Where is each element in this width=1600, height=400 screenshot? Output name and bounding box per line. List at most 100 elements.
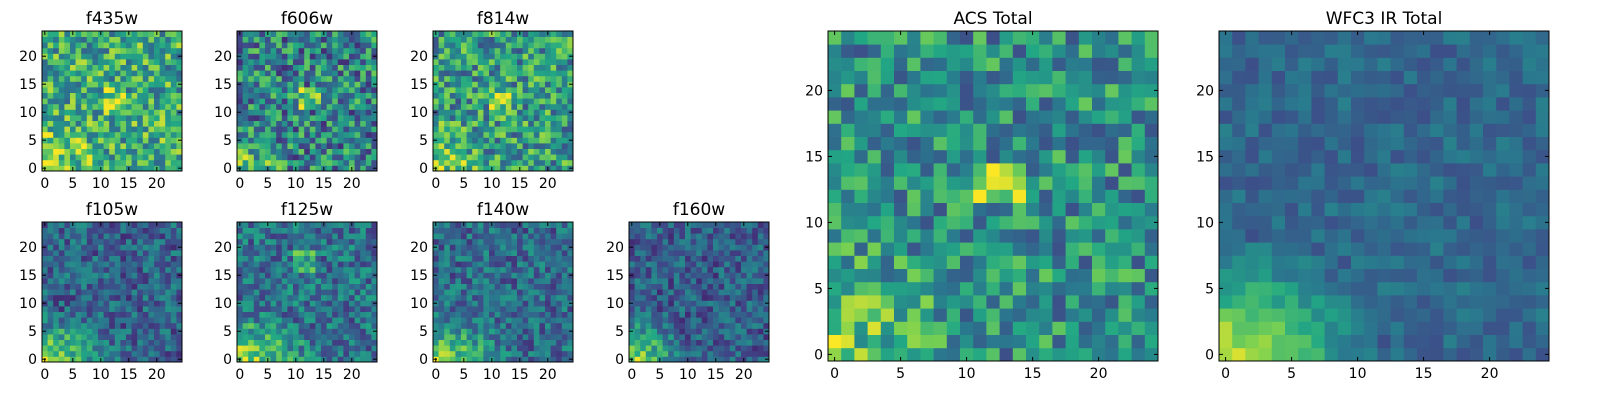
heatmap-cell	[668, 322, 675, 329]
heatmap-cell	[567, 266, 574, 273]
heatmap-cell	[724, 300, 731, 307]
heatmap-cell	[561, 294, 568, 301]
heatmap-cell	[973, 163, 987, 177]
heatmap-cell	[444, 131, 451, 138]
heatmap-cell	[137, 53, 144, 60]
heatmap-cell	[170, 250, 177, 256]
heatmap-cell	[567, 255, 574, 262]
heatmap-cell	[455, 356, 462, 363]
heatmap-cell	[237, 64, 243, 71]
heatmap-cell	[237, 42, 243, 49]
heatmap-cell	[360, 317, 367, 324]
heatmap-cell	[337, 70, 344, 77]
heatmap-cell	[259, 143, 266, 149]
heatmap-cell	[287, 59, 294, 65]
heatmap-cell	[354, 59, 361, 65]
heatmap-cell	[545, 126, 551, 133]
heatmap-cell	[64, 222, 71, 228]
heatmap-cell	[120, 53, 127, 60]
heatmap-cell	[1026, 229, 1040, 243]
heatmap-cell	[545, 289, 551, 296]
heatmap-cell	[137, 339, 144, 346]
heatmap-cell	[724, 317, 731, 324]
heatmap-cell	[657, 311, 663, 318]
heatmap-cell	[494, 244, 501, 251]
heatmap-cell	[746, 339, 753, 346]
heatmap-cell	[662, 289, 669, 296]
heatmap-cell	[629, 266, 635, 273]
heatmap-cell	[53, 222, 60, 228]
heatmap-cell	[321, 36, 327, 43]
heatmap-cell	[326, 70, 333, 77]
heatmap-cell	[120, 31, 127, 37]
heatmap-cell	[326, 289, 333, 296]
heatmap-cell	[472, 143, 479, 149]
heatmap-cell	[70, 227, 76, 234]
heatmap-cell	[567, 339, 574, 346]
heatmap-cell	[137, 356, 144, 363]
heatmap-cell	[343, 306, 350, 312]
heatmap-cell	[757, 289, 764, 296]
heatmap-cell	[567, 238, 574, 245]
heatmap-cell	[354, 255, 361, 262]
heatmap-cell	[561, 120, 568, 127]
heatmap-cell	[999, 308, 1014, 322]
heatmap-cell	[354, 31, 361, 37]
heatmap-cell	[53, 300, 60, 307]
heatmap-cell	[86, 131, 93, 138]
heatmap-cell	[360, 126, 367, 133]
heatmap-cell	[98, 322, 104, 329]
heatmap-cell	[154, 255, 160, 262]
heatmap-cell	[1144, 295, 1159, 309]
heatmap-cell	[365, 53, 372, 60]
heatmap-cell	[907, 163, 921, 177]
heatmap-cell	[126, 47, 132, 54]
heatmap-cell	[281, 233, 288, 240]
heatmap-cell	[343, 53, 350, 60]
heatmap-cell	[360, 92, 367, 99]
heatmap-cell	[668, 306, 675, 312]
heatmap-cell	[86, 227, 93, 234]
heatmap-cell	[466, 115, 473, 121]
heatmap-cell	[690, 266, 697, 273]
heatmap-cell	[337, 98, 344, 105]
heatmap-cell	[176, 36, 183, 43]
y-tick-label: 0	[223, 161, 232, 177]
heatmap-cell	[98, 255, 104, 262]
heatmap-cell	[517, 317, 523, 324]
heatmap-cell	[276, 306, 283, 312]
heatmap-cell	[248, 334, 255, 340]
heatmap-cell	[304, 272, 311, 279]
heatmap-cell	[718, 311, 725, 318]
heatmap-cell	[867, 321, 882, 335]
heatmap-cell	[42, 143, 48, 149]
heatmap-cell	[1052, 176, 1066, 190]
heatmap-cell	[131, 322, 138, 329]
heatmap-cell	[533, 261, 540, 268]
heatmap-cell	[1131, 176, 1146, 190]
heatmap-cells	[828, 31, 1159, 362]
heatmap-cell	[242, 255, 249, 262]
heatmap-cell	[483, 53, 490, 60]
heatmap-cell	[483, 334, 490, 340]
heatmap-cell	[494, 92, 501, 99]
heatmap-cell	[522, 81, 529, 88]
heatmap-cell	[1118, 308, 1132, 322]
heatmap-cell	[103, 238, 110, 245]
heatmap-cell	[114, 278, 121, 284]
heatmap-cell	[539, 131, 546, 138]
heatmap-cell	[528, 317, 535, 324]
heatmap-cell	[986, 242, 1000, 256]
heatmap-cell	[556, 278, 563, 284]
heatmap-cell	[92, 143, 99, 149]
heatmap-cell	[332, 159, 339, 166]
heatmap-cell	[466, 126, 473, 133]
heatmap-cell	[511, 345, 518, 352]
heatmap-cell	[242, 322, 249, 329]
heatmap-cell	[550, 137, 557, 144]
heatmap-cell	[1105, 202, 1119, 217]
heatmap-cell	[522, 283, 529, 290]
heatmap-cell	[170, 115, 177, 121]
heatmap-cell	[298, 120, 305, 127]
heatmap-cell	[533, 92, 540, 99]
